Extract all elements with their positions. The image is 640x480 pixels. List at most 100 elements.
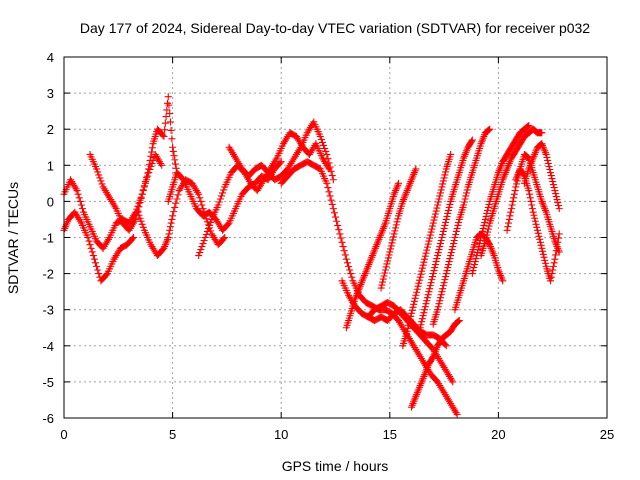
data-point — [541, 256, 549, 264]
data-point — [537, 241, 545, 249]
series-sat-m — [399, 150, 455, 350]
data-point — [383, 260, 391, 268]
data-point — [446, 200, 454, 208]
data-point — [536, 238, 544, 246]
data-point — [422, 249, 430, 257]
data-point — [95, 270, 103, 278]
series-sat-k — [364, 298, 457, 386]
data-point — [419, 312, 427, 320]
data-point — [323, 179, 331, 187]
data-point — [415, 279, 423, 287]
data-point — [525, 187, 533, 195]
data-point — [478, 230, 486, 238]
data-point — [392, 224, 400, 232]
data-point — [197, 197, 205, 205]
data-point — [553, 243, 561, 251]
data-point — [529, 208, 537, 216]
data-point — [442, 215, 450, 223]
series-sat-d — [134, 176, 229, 260]
data-point — [453, 410, 461, 418]
data-point — [88, 248, 96, 256]
data-point — [474, 246, 482, 254]
data-point — [435, 246, 443, 254]
data-point — [380, 272, 388, 280]
data-point — [325, 159, 333, 167]
data-point — [483, 231, 491, 239]
data-point — [535, 232, 543, 240]
data-point — [549, 181, 557, 189]
x-tick-label: 15 — [383, 427, 397, 442]
data-point — [454, 221, 462, 229]
data-point — [89, 252, 97, 260]
data-point — [441, 276, 449, 284]
data-point — [443, 267, 451, 275]
data-point — [324, 155, 332, 163]
data-point — [196, 194, 204, 202]
data-point — [418, 315, 426, 323]
data-point — [544, 156, 552, 164]
data-point — [547, 273, 555, 281]
data-point — [553, 196, 561, 204]
data-point — [174, 191, 182, 199]
data-point — [439, 230, 447, 238]
y-axis-label: SDTVAR / TECUs — [5, 182, 21, 294]
data-point — [422, 300, 430, 308]
data-point — [445, 258, 453, 266]
data-point — [525, 122, 533, 130]
series-sat-s — [477, 125, 546, 260]
series-sat-g — [225, 118, 337, 184]
data-point — [139, 223, 147, 231]
data-point — [393, 218, 401, 226]
data-point — [447, 252, 455, 260]
data-point — [444, 209, 452, 217]
data-point — [437, 186, 445, 194]
data-point — [441, 341, 449, 349]
data-point — [345, 262, 353, 270]
data-point — [199, 240, 207, 248]
data-point — [130, 234, 138, 241]
data-point — [423, 243, 431, 251]
data-point — [329, 176, 337, 184]
data-point — [325, 188, 333, 196]
data-point — [390, 230, 398, 238]
y-tick-label: -4 — [42, 339, 54, 354]
data-point — [170, 152, 178, 160]
data-points — [60, 93, 563, 418]
data-point — [473, 249, 481, 257]
data-point — [545, 163, 553, 171]
data-point — [439, 180, 447, 188]
data-point — [524, 153, 532, 161]
data-point — [429, 270, 437, 278]
data-point — [430, 216, 438, 224]
data-point — [326, 192, 334, 200]
data-point — [527, 197, 535, 205]
data-point — [440, 279, 448, 287]
data-point — [410, 297, 418, 305]
series-sat-r — [468, 122, 533, 278]
data-point — [78, 205, 86, 213]
data-point — [542, 150, 550, 158]
data-point — [160, 132, 168, 140]
data-point — [392, 221, 400, 229]
data-point — [73, 187, 81, 195]
data-point — [91, 259, 99, 267]
data-point — [484, 228, 492, 236]
data-point — [463, 189, 471, 197]
y-tick-label: 4 — [47, 50, 54, 65]
y-tick-label: -5 — [42, 375, 54, 390]
data-point — [432, 207, 440, 215]
data-point — [336, 230, 344, 238]
data-point — [414, 282, 422, 290]
data-point — [410, 300, 418, 308]
data-point — [551, 255, 559, 263]
data-point — [444, 261, 452, 269]
data-point — [406, 315, 414, 323]
data-point — [403, 327, 411, 335]
data-point — [555, 230, 563, 238]
data-point — [277, 158, 285, 166]
data-point — [437, 237, 445, 245]
data-point — [172, 199, 180, 207]
data-point — [347, 270, 355, 278]
data-point — [431, 261, 439, 269]
